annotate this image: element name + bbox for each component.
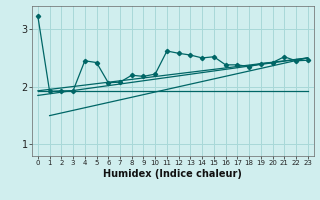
X-axis label: Humidex (Indice chaleur): Humidex (Indice chaleur): [103, 169, 242, 179]
